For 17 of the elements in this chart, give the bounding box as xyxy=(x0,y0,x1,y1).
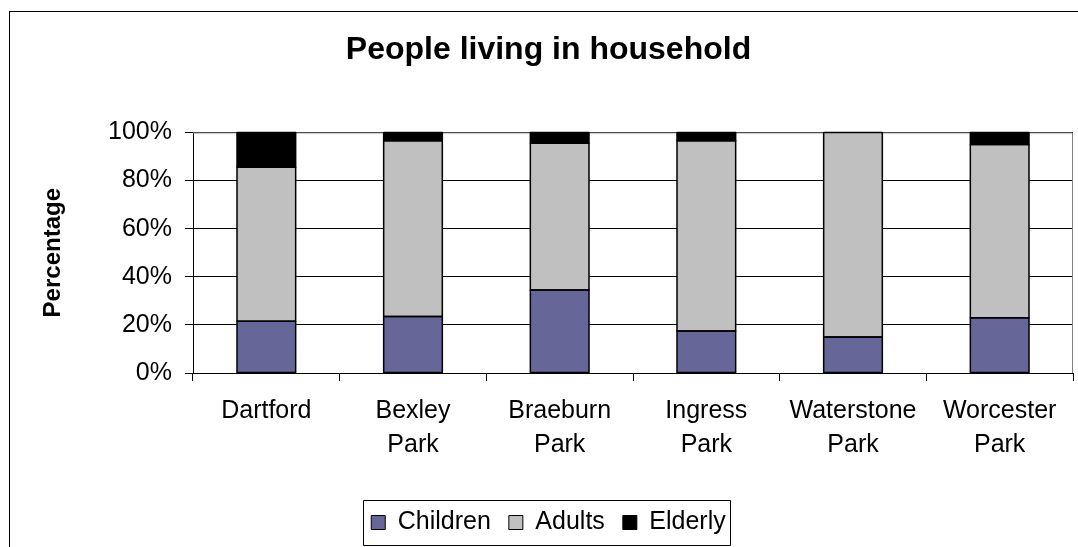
y-tick-label: 40% xyxy=(121,260,172,289)
x-tick-label: Waterstone Park xyxy=(789,394,917,457)
x-tick-label: Bexley Park xyxy=(375,394,452,457)
chart-title: People living in household xyxy=(345,30,752,67)
x-tick-label: Braeburn Park xyxy=(508,394,612,457)
x-tick-label: Ingress Park xyxy=(665,394,748,457)
y-tick-label: 80% xyxy=(121,164,172,193)
legend-label: Elderly xyxy=(649,506,727,535)
legend-label: Adults xyxy=(535,506,605,535)
y-tick-label: 20% xyxy=(121,308,172,337)
y-tick-label: 100% xyxy=(108,116,172,145)
y-axis-title: Percentage xyxy=(38,188,66,318)
y-tick-label: 60% xyxy=(121,212,172,241)
legend-label: Children xyxy=(397,506,491,535)
x-tick-label: Dartford xyxy=(221,394,312,423)
x-tick-label: Worcester Park xyxy=(942,394,1057,457)
y-tick-label: 0% xyxy=(135,356,172,385)
